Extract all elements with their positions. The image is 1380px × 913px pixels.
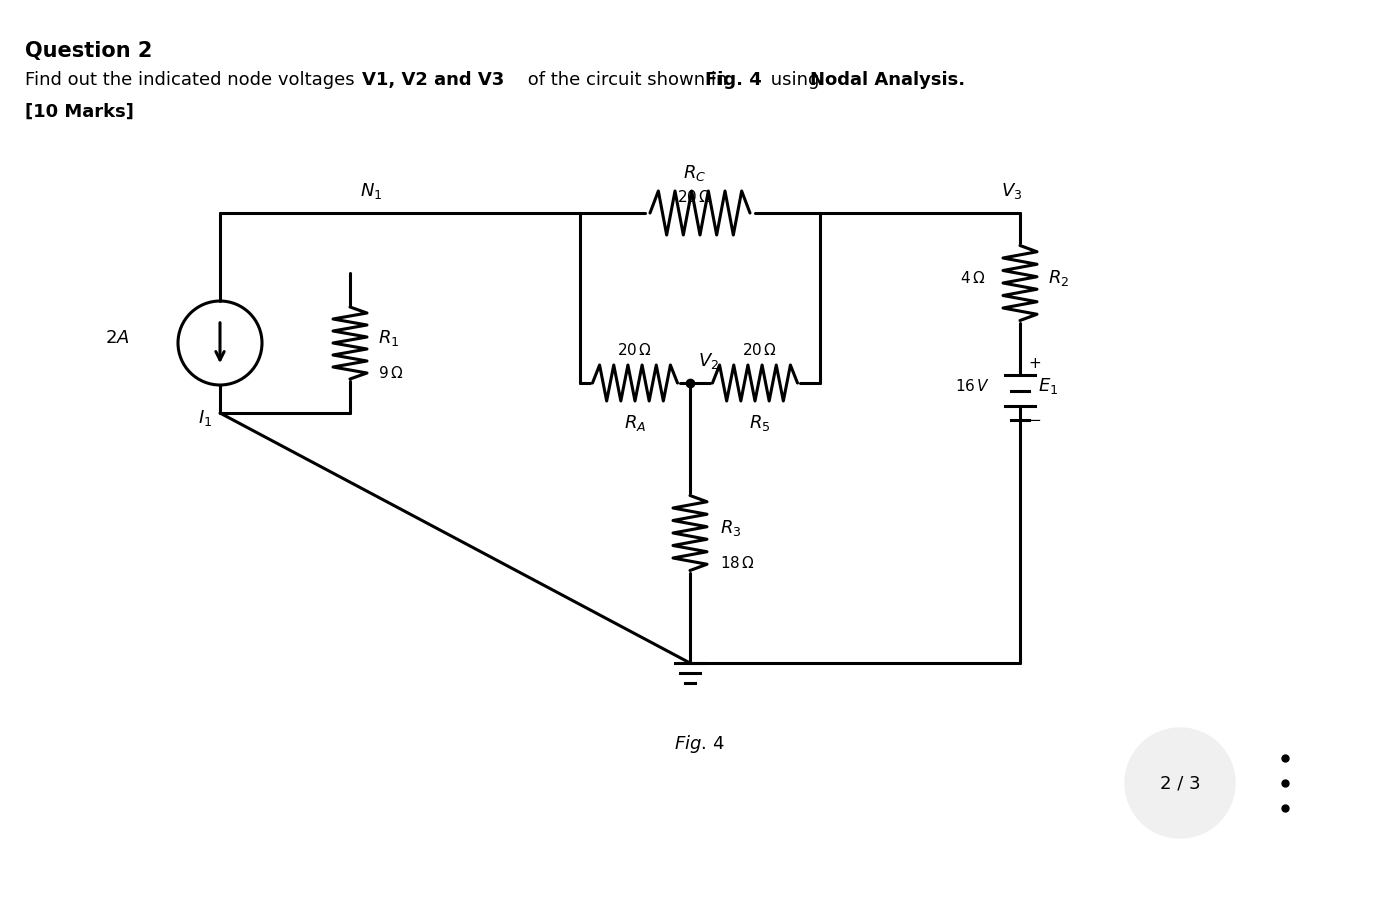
Text: $V_3$: $V_3$ bbox=[1002, 181, 1023, 201]
Text: Find out the indicated node voltages: Find out the indicated node voltages bbox=[25, 71, 360, 89]
Text: $20\,\Omega$: $20\,\Omega$ bbox=[617, 342, 653, 358]
Text: using: using bbox=[765, 71, 825, 89]
Text: $20\,\Omega$: $20\,\Omega$ bbox=[678, 189, 712, 205]
Text: $-$: $-$ bbox=[1028, 411, 1041, 425]
Text: $I_1$: $I_1$ bbox=[197, 408, 213, 428]
Text: $R_5$: $R_5$ bbox=[749, 413, 770, 433]
Text: $R_A$: $R_A$ bbox=[624, 413, 646, 433]
Text: $+$: $+$ bbox=[1028, 355, 1041, 371]
Text: $2A$: $2A$ bbox=[105, 329, 130, 347]
Text: [10 Marks]: [10 Marks] bbox=[25, 103, 134, 121]
Text: $20\,\Omega$: $20\,\Omega$ bbox=[742, 342, 777, 358]
Text: $Fig.\,4$: $Fig.\,4$ bbox=[675, 733, 726, 755]
Text: $E_1$: $E_1$ bbox=[1038, 375, 1058, 395]
Text: $16\,V$: $16\,V$ bbox=[955, 377, 991, 394]
Text: $V_2$: $V_2$ bbox=[698, 351, 719, 371]
Text: $R_3$: $R_3$ bbox=[720, 518, 741, 538]
Text: $R_1$: $R_1$ bbox=[378, 328, 399, 348]
Text: $4\,\Omega$: $4\,\Omega$ bbox=[960, 270, 985, 286]
Text: Nodal Analysis.: Nodal Analysis. bbox=[810, 71, 965, 89]
Text: $N_1$: $N_1$ bbox=[360, 181, 382, 201]
Text: $18\,\Omega$: $18\,\Omega$ bbox=[720, 555, 755, 571]
Text: V1, V2 and V3: V1, V2 and V3 bbox=[362, 71, 504, 89]
Text: of the circuit shown in: of the circuit shown in bbox=[522, 71, 733, 89]
Text: $R_2$: $R_2$ bbox=[1047, 268, 1070, 288]
Circle shape bbox=[1125, 728, 1235, 838]
Text: $9\,\Omega$: $9\,\Omega$ bbox=[378, 365, 403, 381]
Text: $R_C$: $R_C$ bbox=[683, 163, 707, 183]
Text: 2 / 3: 2 / 3 bbox=[1159, 774, 1201, 792]
Text: Fig. 4: Fig. 4 bbox=[705, 71, 762, 89]
Text: Question 2: Question 2 bbox=[25, 41, 152, 61]
